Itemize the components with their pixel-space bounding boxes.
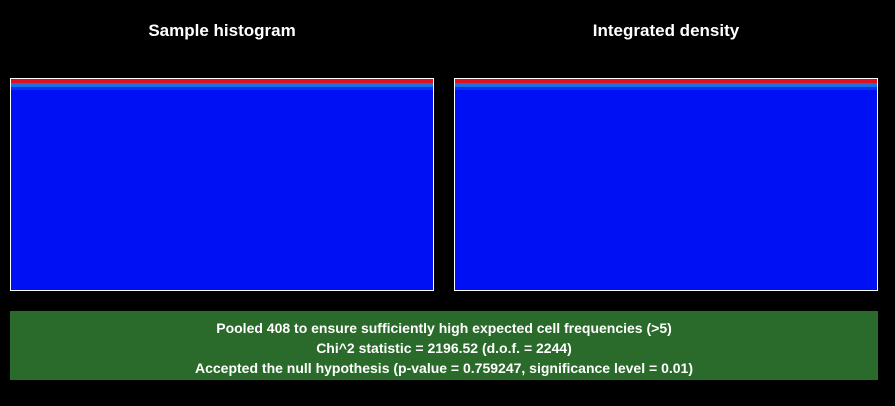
integrated-density-plot — [454, 78, 878, 291]
chi-square-result-box: Pooled 408 to ensure sufficiently high e… — [10, 311, 878, 380]
sample-histogram-plot — [10, 78, 434, 291]
histogram-top-band-light — [11, 83, 433, 87]
pooling-message: Pooled 408 to ensure sufficiently high e… — [216, 320, 672, 336]
sample-histogram-title: Sample histogram — [148, 21, 296, 40]
integrated-density-title: Integrated density — [592, 21, 740, 40]
histogram-top-band-red — [11, 79, 433, 83]
density-top-band-light — [455, 83, 877, 87]
histogram-top-band-mid — [11, 87, 433, 90]
chi-square-statistic: Chi^2 statistic = 2196.52 (d.o.f. = 2244… — [316, 340, 572, 356]
density-top-band-red — [455, 79, 877, 83]
hypothesis-result: Accepted the null hypothesis (p-value = … — [195, 360, 693, 376]
density-top-band-mid — [455, 87, 877, 90]
